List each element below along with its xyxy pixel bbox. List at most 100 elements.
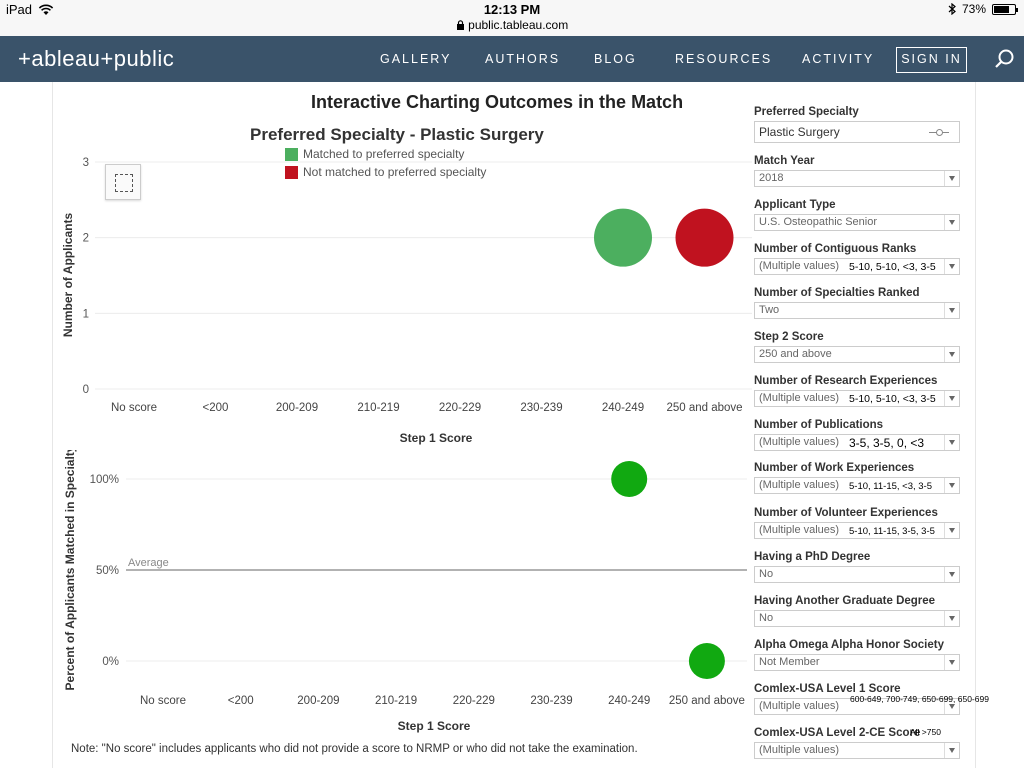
nav-resources[interactable]: RESOURCES — [675, 52, 773, 66]
y-tick-label: 2 — [83, 233, 89, 245]
filter-comlex-usa-level-2-ce-score: Comlex-USA Level 2-CE Score (Multiple val… — [754, 727, 960, 759]
dropdown-arrow-icon[interactable] — [944, 655, 959, 670]
dropdown-arrow-icon[interactable] — [944, 391, 959, 406]
filter-value: (Multiple values) — [759, 700, 840, 712]
legend-item-matched[interactable]: Matched to preferred specialty — [285, 147, 464, 161]
x-tick-label: 210-219 — [357, 402, 399, 414]
x-tick-label: 230-239 — [530, 695, 572, 707]
filter-dropdown[interactable]: (Multiple values) 5-10, 11-15, <3, 3-5 — [754, 477, 960, 494]
x-tick-label: 220-229 — [453, 695, 495, 707]
filter-label: Step 2 Score — [754, 331, 824, 343]
filter-dropdown[interactable]: U.S. Osteopathic Senior — [754, 214, 960, 231]
dropdown-arrow-icon[interactable] — [944, 567, 959, 582]
filter-number-of-research-experiences: Number of Research Experiences (Multiple … — [754, 375, 960, 407]
filter-label: Number of Research Experiences — [754, 375, 938, 387]
battery-percent: 73% — [961, 2, 986, 16]
filter-dropdown[interactable]: Not Member — [754, 654, 960, 671]
filter-value: Not Member — [759, 656, 820, 668]
nav-authors[interactable]: AUTHORS — [485, 52, 561, 66]
filter-overlay-note: 5-10, 11-15, 3-5, 3-5 — [849, 526, 935, 537]
sign-in-button[interactable]: SIGN IN — [896, 47, 967, 73]
dropdown-arrow-icon[interactable] — [944, 347, 959, 362]
filter-value: (Multiple values) — [759, 436, 840, 448]
filter-number-of-work-experiences: Number of Work Experiences (Multiple valu… — [754, 462, 960, 494]
x-tick-label: 220-229 — [439, 402, 481, 414]
filter-dropdown[interactable]: (Multiple values) — [754, 742, 960, 759]
slider-handle-icon[interactable] — [929, 129, 949, 136]
specialty-slider[interactable]: Plastic Surgery — [754, 121, 960, 143]
nav-gallery[interactable]: GALLERY — [380, 52, 452, 66]
data-point[interactable] — [675, 208, 734, 267]
filter-overlay-note: 5-10, 5-10, <3, 3-5 — [849, 261, 936, 273]
dropdown-arrow-icon[interactable] — [944, 699, 959, 714]
nav-activity[interactable]: ACTIVITY — [802, 52, 875, 66]
filter-value: No — [759, 612, 774, 624]
filter-match-year: Match Year 2018 — [754, 155, 960, 187]
filter-overlay-note: 5-10, 11-15, <3, 3-5 — [849, 481, 933, 492]
filter-dropdown[interactable]: (Multiple values) 5-10, 5-10, <3, 3-5 — [754, 258, 960, 275]
filter-label: Number of Volunteer Experiences — [754, 507, 938, 519]
filter-value: (Multiple values) — [759, 744, 840, 756]
tableau-public-logo[interactable]: +ableau+public — [18, 46, 175, 71]
filter-dropdown[interactable]: (Multiple values) 5-10, 5-10, <3, 3-5 — [754, 390, 960, 407]
lock-icon — [456, 20, 464, 30]
filter-step-2-score: Step 2 Score 250 and above — [754, 331, 960, 363]
x-axis-title: Step 1 Score — [400, 431, 473, 445]
dropdown-arrow-icon[interactable] — [944, 523, 959, 538]
x-tick-label: 200-209 — [297, 695, 339, 707]
filter-dropdown[interactable]: Two — [754, 302, 960, 319]
data-point[interactable] — [611, 461, 648, 497]
status-right: 73% — [948, 2, 1018, 16]
filter-dropdown[interactable]: 250 and above — [754, 346, 960, 363]
filter-dropdown[interactable]: (Multiple values) — [754, 698, 960, 715]
filter-dropdown[interactable]: (Multiple values) 5-10, 11-15, 3-5, 3-5 — [754, 522, 960, 539]
x-tick-label: No score — [111, 402, 157, 414]
status-time: 12:13 PM — [483, 2, 541, 17]
footnote: Note: "No score" includes applicants who… — [71, 743, 638, 755]
dropdown-arrow-icon[interactable] — [944, 171, 959, 186]
filter-value: 250 and above — [759, 348, 832, 360]
address-bar[interactable]: public.tableau.com — [0, 18, 1024, 32]
applicants-bubble-chart: 0 1 2 3 No score <200 200-209 210-219 220-229 230… — [61, 157, 752, 445]
dropdown-arrow-icon[interactable] — [944, 259, 959, 274]
filter-label: Match Year — [754, 155, 815, 167]
filter-number-of-publications: Number of Publications (Multiple values) 3… — [754, 419, 960, 451]
filter-value: (Multiple values) — [759, 479, 840, 491]
filter-label: Number of Work Experiences — [754, 462, 915, 474]
filter-dropdown[interactable]: 2018 — [754, 170, 960, 187]
y-tick-label: 0% — [102, 656, 119, 668]
data-point[interactable] — [688, 643, 725, 679]
filter-applicant-type: Applicant Type U.S. Osteopathic Senior — [754, 199, 960, 231]
legend-item-not-matched[interactable]: Not matched to preferred specialty — [285, 165, 486, 179]
dropdown-arrow-icon[interactable] — [944, 478, 959, 493]
filter-value: (Multiple values) — [759, 392, 840, 404]
marquee-select-button[interactable] — [105, 164, 141, 200]
dashboard-title: Interactive Charting Outcomes in the Mat… — [311, 92, 684, 112]
x-tick-label: <200 — [203, 402, 229, 414]
x-tick-label: 230-239 — [520, 402, 562, 414]
dropdown-arrow-icon[interactable] — [944, 435, 959, 450]
dropdown-arrow-icon[interactable] — [944, 743, 959, 758]
filter-dropdown[interactable]: (Multiple values) 3-5, 3-5, 0, <3 — [754, 434, 960, 451]
legend-swatch-not-matched — [285, 165, 298, 179]
dropdown-arrow-icon[interactable] — [944, 303, 959, 318]
y-tick-label: 1 — [83, 308, 89, 320]
filter-dropdown[interactable]: No — [754, 610, 960, 627]
data-point[interactable] — [594, 208, 652, 267]
nav-blog[interactable]: BLOG — [594, 52, 637, 66]
dropdown-arrow-icon[interactable] — [944, 611, 959, 626]
y-tick-label: 3 — [83, 157, 89, 169]
filter-label: Preferred Specialty — [754, 106, 859, 118]
legend-label-matched: Matched to preferred specialty — [303, 147, 465, 161]
filter-value: (Multiple values) — [759, 524, 840, 536]
search-icon[interactable] — [994, 48, 1016, 70]
filter-number-of-contiguous-ranks: Number of Contiguous Ranks (Multiple valu… — [754, 243, 960, 275]
x-tick-label: 250 and above — [666, 402, 742, 414]
filter-dropdown[interactable]: No — [754, 566, 960, 583]
filter-alpha-omega-alpha-honor-society: Alpha Omega Alpha Honor Society Not Membe… — [754, 639, 960, 671]
filter-overlay-note: 3-5, 3-5, 0, <3 — [849, 436, 925, 450]
filter-label: Comlex-USA Level 2-CE Score — [754, 727, 921, 739]
dropdown-arrow-icon[interactable] — [944, 215, 959, 230]
tableau-navbar: +ableau+public GALLERY AUTHORS BLOG RESO… — [0, 36, 1024, 82]
filter-label: Applicant Type — [754, 199, 836, 211]
